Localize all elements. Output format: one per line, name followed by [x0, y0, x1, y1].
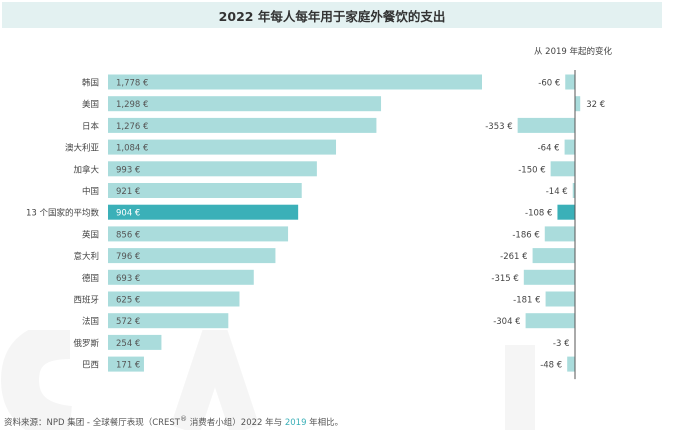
spend-value-label: 796 € — [116, 252, 140, 262]
category-label: 英国 — [82, 229, 99, 240]
spend-value-label: 1,778 € — [116, 79, 148, 89]
category-label: 韩国 — [82, 78, 99, 89]
spend-value-label: 171 € — [116, 361, 140, 371]
change-value-label: -186 € — [512, 230, 539, 240]
category-label: 俄罗斯 — [73, 338, 99, 349]
spend-bar — [108, 269, 254, 285]
spend-value-label: 572 € — [116, 317, 140, 327]
spend-bar — [108, 291, 240, 307]
chart-title: 2022 年每人每年用于家庭外餐饮的支出 — [218, 8, 446, 24]
category-label: 加拿大 — [73, 164, 99, 175]
change-value-label: -261 € — [500, 252, 527, 262]
spend-bar — [108, 356, 144, 372]
source-text-cont: 消费者小组）2022 年与 — [187, 417, 285, 428]
spend-bar — [108, 204, 299, 220]
change-value-label: -48 € — [540, 361, 562, 371]
spend-bar — [108, 226, 289, 242]
change-value-label: -64 € — [538, 144, 560, 154]
change-bar — [545, 291, 575, 307]
change-value-label: -108 € — [525, 209, 552, 219]
change-bar — [565, 74, 575, 90]
change-bar — [525, 313, 575, 329]
category-label: 澳大利亚 — [65, 143, 100, 154]
change-bar — [572, 183, 575, 198]
source-text: 资料来源：NPD 集团 - 全球餐厅表现（CREST — [4, 417, 181, 428]
change-value-label: 32 € — [586, 100, 605, 110]
spend-bar — [108, 139, 337, 155]
change-bar — [544, 226, 575, 242]
change-bar — [532, 248, 575, 264]
spend-bar — [108, 117, 377, 133]
change-value-label: -304 € — [493, 317, 520, 327]
spend-value-label: 993 € — [116, 165, 140, 175]
spend-value-label: 254 € — [116, 339, 140, 349]
change-bar — [564, 139, 575, 155]
spend-bar — [108, 74, 482, 90]
change-bar — [517, 117, 575, 133]
spend-bar — [108, 313, 229, 329]
change-value-label: -353 € — [485, 122, 512, 132]
spend-bar — [108, 334, 162, 350]
category-label: 意大利 — [73, 251, 99, 262]
spend-bar — [108, 248, 276, 264]
spend-value-label: 625 € — [116, 296, 140, 306]
spend-value-label: 693 € — [116, 274, 140, 284]
category-label: 法国 — [82, 316, 99, 327]
change-value-label: -315 € — [491, 274, 518, 284]
category-label: 巴西 — [82, 361, 99, 371]
change-value-label: -181 € — [513, 296, 540, 306]
spend-bar — [108, 161, 317, 177]
change-value-label: -60 € — [538, 79, 560, 89]
spend-value-label: 904 € — [116, 209, 140, 219]
source-note: 资料来源：NPD 集团 - 全球餐厅表现（CREST® 消费者小组）2022 年… — [4, 414, 343, 428]
spend-value-label: 921 € — [116, 187, 140, 197]
category-label: 日本 — [82, 121, 100, 132]
spend-bar — [108, 96, 382, 112]
change-value-label: -3 € — [553, 339, 570, 349]
spend-bar — [108, 183, 302, 198]
change-header: 从 2019 年起的变化 — [534, 46, 613, 57]
category-label: 德国 — [82, 273, 99, 284]
change-bar — [550, 161, 575, 177]
change-value-label: -150 € — [518, 165, 545, 175]
change-value-label: -14 € — [546, 187, 568, 197]
source-text-end: 年相比。 — [306, 417, 344, 428]
source-year-2019: 2019 — [284, 417, 307, 428]
category-label: 中国 — [82, 186, 99, 197]
registered-mark: ® — [180, 414, 188, 423]
spend-value-label: 856 € — [116, 230, 140, 240]
spend-value-label: 1,084 € — [116, 144, 148, 154]
change-bar — [523, 269, 575, 285]
change-bar — [557, 204, 575, 220]
spend-value-label: 1,276 € — [116, 122, 148, 132]
change-bar — [567, 356, 575, 372]
spend-value-label: 1,298 € — [116, 100, 148, 110]
chart-title-bar: 2022 年每人每年用于家庭外餐饮的支出 — [2, 2, 662, 28]
change-bar — [575, 96, 581, 112]
category-label: 西班牙 — [73, 295, 99, 306]
category-label: 13 个国家的平均数 — [26, 208, 100, 219]
category-label: 美国 — [82, 99, 99, 110]
